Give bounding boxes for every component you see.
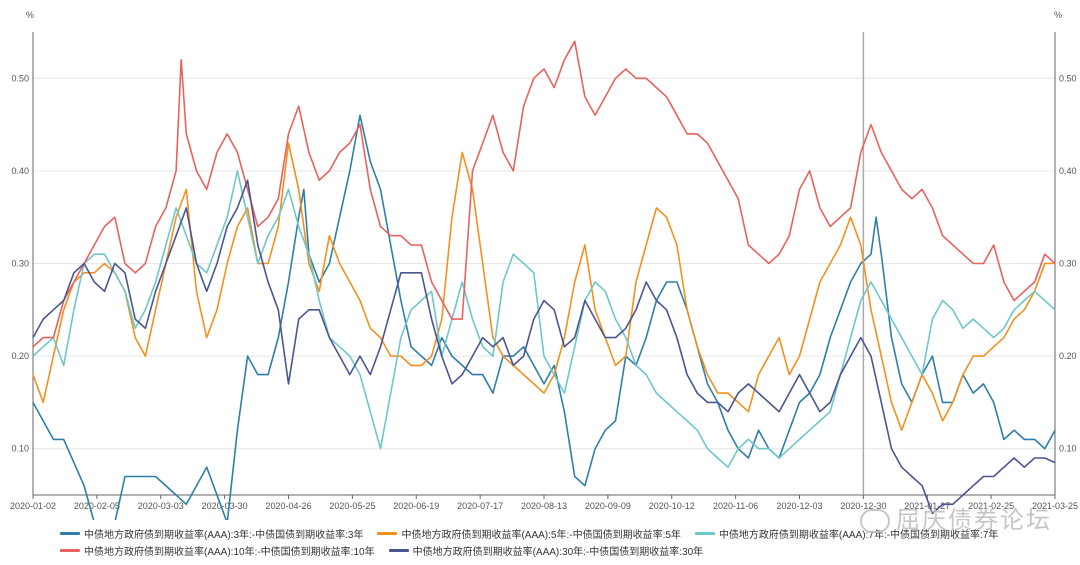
x-tick-label: 2020-07-17 xyxy=(457,501,503,511)
chart-legend: 中债地方政府债到期收益率(AAA):3年:-中债国债到期收益率:3年 中债地方政府… xyxy=(60,525,1060,559)
y-tick-label-left: 0.20 xyxy=(11,351,29,361)
y-tick-label-right: 0.40 xyxy=(1059,166,1077,176)
legend-item-3[interactable]: 中债地方政府债到期收益率(AAA):7年:-中债国债到期收益率:7年 xyxy=(694,525,999,542)
x-tick-label: 2020-03-03 xyxy=(138,501,184,511)
series-line-5 xyxy=(32,179,1056,515)
x-tick-label: 2021-01-27 xyxy=(904,501,950,511)
y-unit-right: % xyxy=(1054,10,1062,20)
series-line-4 xyxy=(32,40,1056,348)
legend-swatch xyxy=(694,532,715,535)
y-tick-label-right: 0.50 xyxy=(1059,73,1077,83)
x-tick-label: 2020-05-25 xyxy=(329,501,375,511)
y-tick-label-left: 0.40 xyxy=(11,166,29,176)
legend-label: 中债地方政府债到期收益率(AAA):7年:-中债国债到期收益率:7年 xyxy=(718,530,999,541)
y-tick-label-left: 0.30 xyxy=(11,259,29,269)
legend-label: 中债地方政府债到期收益率(AAA):3年:-中债国债到期收益率:3年 xyxy=(84,530,364,541)
x-tick-label: 2020-01-02 xyxy=(10,501,56,511)
wechat-icon xyxy=(860,509,890,533)
series-line-1 xyxy=(32,114,1056,520)
x-tick-label: 2021-02-25 xyxy=(968,501,1014,511)
legend-item-2[interactable]: 中债地方政府债到期收益率(AAA):5年:-中债国债到期收益率:5年 xyxy=(377,525,681,542)
x-tick-label: 2020-03-30 xyxy=(202,501,248,511)
x-tick-label: 2020-09-09 xyxy=(585,501,631,511)
legend-swatch xyxy=(60,532,80,535)
x-tick-label: 2020-06-19 xyxy=(393,501,439,511)
watermark-text: 屈庆债券论坛 xyxy=(896,506,1052,534)
legend-swatch xyxy=(60,549,80,552)
x-tick-label: 2020-12-30 xyxy=(840,501,886,511)
series-line-2 xyxy=(32,142,1055,431)
legend-label: 中债地方政府债到期收益率(AAA):10年:-中债国债到期收益率:10年 xyxy=(84,547,375,558)
x-tick-label: 2020-12-03 xyxy=(776,501,822,511)
x-tick-label: 2020-10-12 xyxy=(649,501,695,511)
watermark: 屈庆债券论坛 xyxy=(860,500,1052,535)
y-tick-label-left: 0.50 xyxy=(11,73,29,83)
legend-swatch xyxy=(377,532,398,535)
legend-swatch xyxy=(388,549,409,552)
x-tick-label: 2020-08-13 xyxy=(521,501,567,511)
series-line-3 xyxy=(32,170,1056,468)
x-tick-label: 2021-03-25 xyxy=(1032,501,1078,511)
x-tick-label: 2020-04-26 xyxy=(265,501,311,511)
y-tick-label-right: 0.10 xyxy=(1059,444,1077,454)
line-chart: % % 0.10 0.10 0.20 0.20 0.30 0.30 0.40 0.40 0.50 0.… xyxy=(10,10,1078,520)
y-tick-label-right: 0.20 xyxy=(1059,351,1077,361)
x-tick-label: 2020-02-05 xyxy=(74,501,120,511)
legend-label: 中债地方政府债到期收益率(AAA):30年:-中债国债到期收益率:30年 xyxy=(412,547,704,558)
y-tick-label-left: 0.10 xyxy=(11,444,29,454)
x-tick-label: 2020-11-06 xyxy=(713,501,758,511)
y-unit-left: % xyxy=(26,10,34,20)
legend-label: 中债地方政府债到期收益率(AAA):5年:-中债国债到期收益率:5年 xyxy=(401,530,681,541)
y-tick-label-right: 0.30 xyxy=(1059,259,1077,269)
legend-item-5[interactable]: 中债地方政府债到期收益率(AAA):30年:-中债国债到期收益率:30年 xyxy=(388,542,704,559)
legend-item-1[interactable]: 中债地方政府债到期收益率(AAA):3年:-中债国债到期收益率:3年 xyxy=(60,525,363,542)
legend-item-4[interactable]: 中债地方政府债到期收益率(AAA):10年:-中债国债到期收益率:10年 xyxy=(60,542,375,559)
